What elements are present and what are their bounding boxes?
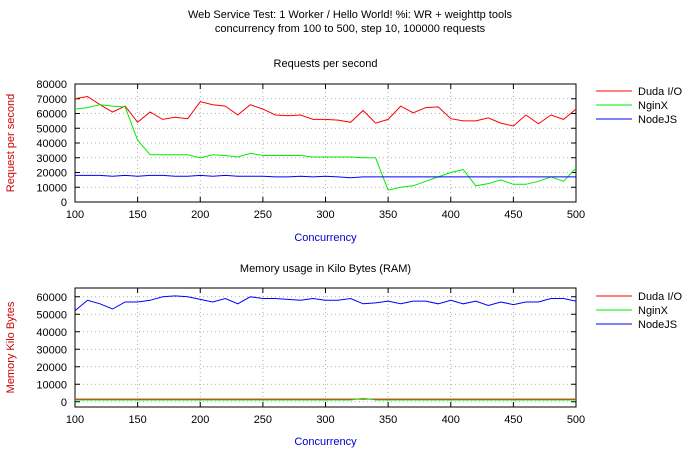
y-tick-label: 0: [61, 197, 67, 209]
y-axis-label: Memory Kilo Bytes: [5, 301, 17, 393]
x-tick-label: 450: [504, 414, 522, 426]
x-tick-label: 400: [442, 209, 460, 221]
y-tick-label: 30000: [36, 344, 67, 356]
legend-label: NodeJS: [638, 319, 677, 331]
x-tick-label: 300: [316, 414, 334, 426]
y-axis-label: Request per second: [5, 94, 17, 192]
page-title: Web Service Test: 1 Worker / Hello World…: [0, 8, 700, 36]
x-tick-label: 500: [567, 414, 585, 426]
x-tick-label: 500: [567, 209, 585, 221]
series-line-duda-i-o: [74, 95, 577, 127]
y-tick-label: 80000: [36, 79, 67, 91]
chart-title: Requests per second: [274, 58, 378, 70]
x-tick-label: 100: [66, 209, 84, 221]
x-tick-label: 200: [191, 209, 209, 221]
y-tick-label: 20000: [36, 362, 67, 374]
x-axis-label: Concurrency: [294, 232, 357, 244]
x-tick-label: 350: [379, 209, 397, 221]
x-tick-label: 400: [442, 414, 460, 426]
x-tick-label: 250: [254, 414, 272, 426]
y-tick-label: 70000: [36, 94, 67, 106]
legend-label: Duda I/O: [638, 291, 682, 303]
x-tick-label: 450: [504, 209, 522, 221]
legend-label: NodeJS: [638, 114, 677, 126]
series-line-nodejs: [75, 174, 576, 179]
x-tick-label: 250: [254, 209, 272, 221]
y-tick-label: 20000: [36, 168, 67, 180]
y-tick-label: 50000: [36, 309, 67, 321]
legend-label: NginX: [638, 100, 669, 112]
y-tick-label: 30000: [36, 153, 67, 165]
plot-frame: [74, 287, 577, 408]
series-line-nginx: [74, 104, 577, 191]
legend-label: NginX: [638, 305, 669, 317]
x-tick-label: 300: [316, 209, 334, 221]
title-line-2: concurrency from 100 to 500, step 10, 10…: [214, 23, 486, 35]
y-tick-label: 50000: [36, 123, 67, 135]
legend-label: Duda I/O: [638, 86, 682, 98]
x-tick-label: 150: [128, 209, 146, 221]
y-tick-label: 60000: [36, 109, 67, 121]
y-tick-label: 10000: [36, 182, 67, 194]
y-tick-label: 40000: [36, 138, 67, 150]
series-line-nginx: [75, 397, 576, 401]
x-tick-label: 200: [191, 414, 209, 426]
x-tick-label: 150: [128, 414, 146, 426]
title-line-1: Web Service Test: 1 Worker / Hello World…: [187, 9, 513, 21]
x-tick-label: 100: [66, 414, 84, 426]
chart-title: Memory usage in Kilo Bytes (RAM): [240, 263, 411, 275]
y-tick-label: 40000: [36, 327, 67, 339]
series-line-nodejs: [74, 295, 577, 312]
y-tick-label: 0: [61, 397, 67, 409]
x-tick-label: 350: [379, 414, 397, 426]
y-tick-label: 60000: [36, 292, 67, 304]
x-axis-label: Concurrency: [294, 436, 357, 448]
y-tick-label: 10000: [36, 379, 67, 391]
